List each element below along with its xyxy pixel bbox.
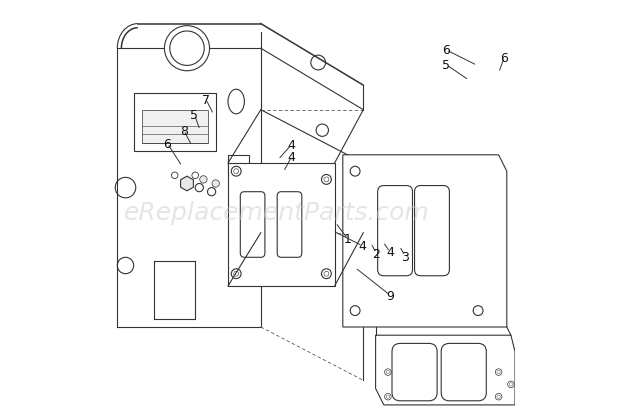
Bar xyxy=(142,110,208,143)
Text: 3: 3 xyxy=(401,250,409,263)
Text: 4: 4 xyxy=(288,151,296,164)
Text: 9: 9 xyxy=(386,289,394,302)
Text: 6: 6 xyxy=(442,44,450,57)
Text: 7: 7 xyxy=(202,93,210,106)
Circle shape xyxy=(200,176,207,184)
Circle shape xyxy=(212,180,219,188)
Text: 5: 5 xyxy=(190,109,198,122)
Text: 4: 4 xyxy=(358,240,366,253)
Polygon shape xyxy=(180,177,193,191)
Text: 2: 2 xyxy=(373,247,380,260)
Text: 8: 8 xyxy=(180,124,188,137)
Text: 1: 1 xyxy=(343,233,352,246)
Text: 6: 6 xyxy=(500,52,508,65)
Text: 6: 6 xyxy=(164,137,171,151)
Polygon shape xyxy=(343,155,507,327)
Circle shape xyxy=(164,27,210,72)
Text: 4: 4 xyxy=(288,139,296,152)
Text: 4: 4 xyxy=(386,246,394,259)
Text: eReplacementParts.com: eReplacementParts.com xyxy=(125,201,430,225)
Bar xyxy=(228,155,249,176)
Bar xyxy=(228,164,335,286)
Polygon shape xyxy=(376,335,515,405)
Bar xyxy=(134,94,216,151)
Text: 5: 5 xyxy=(442,59,450,72)
